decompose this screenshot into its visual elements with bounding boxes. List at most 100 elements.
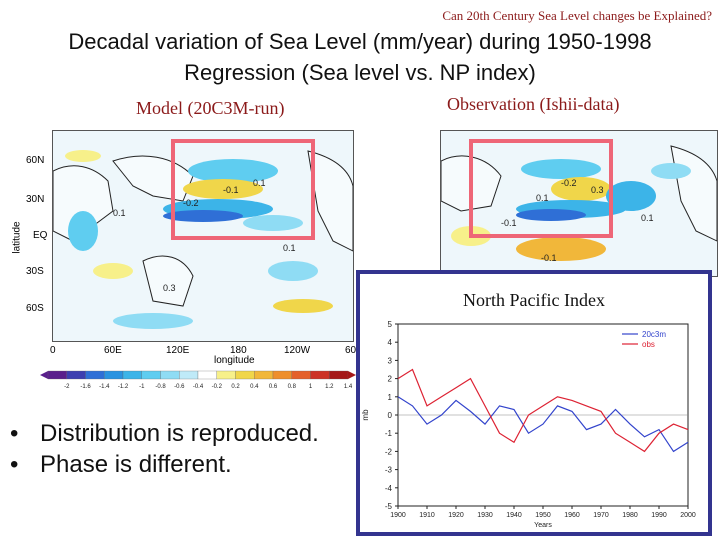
colorbar-tick-label: -0.4 xyxy=(193,384,204,390)
bullet-item: • Distribution is reproduced. xyxy=(10,420,319,447)
lon-tick-120w: 120W xyxy=(284,345,311,356)
colorbar-tick-label: -1.6 xyxy=(80,384,91,390)
model-contour-label: -0.2 xyxy=(183,198,199,208)
npi-x-tick-label: 1940 xyxy=(506,512,522,519)
npi-y-tick-label: -1 xyxy=(385,429,393,438)
npi-x-tick-label: 1900 xyxy=(390,512,406,519)
colorbar-tick-label: 0.4 xyxy=(250,384,259,390)
colorbar-swatch xyxy=(122,370,142,380)
npi-x-tick-label: 1970 xyxy=(593,512,609,519)
colorbar-tick-label: 0.2 xyxy=(231,384,240,390)
latitude-axis-label: latitude xyxy=(11,221,23,254)
npi-y-tick-label: -2 xyxy=(385,447,393,456)
lon-tick-180: 180 xyxy=(230,345,247,356)
colorbar-tick-label: -1 xyxy=(139,384,145,390)
bullet-marker: • xyxy=(10,451,19,478)
running-title: Can 20th Century Sea Level changes be Ex… xyxy=(442,8,712,23)
title-line-2: Regression (Sea level vs. NP index) xyxy=(184,60,536,85)
title-line-1: Decadal variation of Sea Level (mm/year)… xyxy=(68,29,652,54)
lon-tick-60w: 60W xyxy=(345,345,366,356)
colorbar-swatch xyxy=(197,370,217,380)
model-sea-level-map: -0.1 -0.2 0.1 0.1 0.3 0.1 xyxy=(52,130,354,342)
model-contour-label: 0.1 xyxy=(283,243,296,253)
npi-y-tick-label: 1 xyxy=(388,393,393,402)
bullet-item: • Phase is different. xyxy=(10,451,232,478)
bullet-marker: • xyxy=(10,420,19,447)
colorbar-swatch xyxy=(104,370,124,380)
bullet-list: • Distribution is reproduced. • Phase is… xyxy=(10,418,350,480)
colorbar-tick-label: -1.4 xyxy=(99,384,110,390)
obs-contour-label: -0.1 xyxy=(501,218,517,228)
obs-contour-label: 0.3 xyxy=(591,185,604,195)
colorbar-tick-label: 1.4 xyxy=(344,384,353,390)
colorbar-tick-label: -0.2 xyxy=(212,384,223,390)
npi-x-tick-label: 2000 xyxy=(680,512,696,519)
npi-x-tick-label: 1980 xyxy=(622,512,638,519)
lat-tick-60s: 60S xyxy=(26,303,44,314)
colorbar-tick-label: -0.8 xyxy=(155,384,166,390)
colorbar-swatch xyxy=(179,370,199,380)
npi-series-obs xyxy=(397,368,689,453)
model-contour-label: 0.1 xyxy=(113,208,126,218)
npi-y-tick-label: 2 xyxy=(388,375,393,384)
lon-tick-0: 0 xyxy=(50,345,56,356)
model-panel-label: Model (20C3M-run) xyxy=(136,98,285,118)
obs-contour-label: -0.2 xyxy=(561,178,577,188)
obs-contour-label: 0.1 xyxy=(641,213,654,223)
observation-panel-label: Observation (Ishii-data) xyxy=(447,94,620,114)
npi-y-tick-label: -4 xyxy=(385,484,393,493)
lat-tick-60n: 60N xyxy=(26,155,45,166)
longitude-axis-label: longitude xyxy=(214,355,255,366)
north-pacific-index-inset: North Pacific Index 5 4 3 2 1 0 -1 -2 -3 -4 -5 1900… xyxy=(356,270,712,536)
npi-x-tick-label: 1990 xyxy=(651,512,667,519)
colorbar-swatch xyxy=(310,370,330,380)
colorbar-swatch xyxy=(141,370,161,380)
colorbar-swatch xyxy=(235,370,255,380)
colorbar-swatch xyxy=(254,370,274,380)
colorbar-tick-label: 1 xyxy=(309,384,313,390)
npi-y-tick-label: 5 xyxy=(388,320,393,329)
npi-legend-label: 20c3m xyxy=(642,330,666,339)
colorbar-swatch xyxy=(66,370,86,380)
colorbar-swatch xyxy=(47,370,67,380)
colorbar-swatch xyxy=(85,370,105,380)
model-contour-label: 0.1 xyxy=(253,178,266,188)
npi-y-tick-label: -5 xyxy=(385,502,393,511)
npi-x-tick-label: 1930 xyxy=(477,512,493,519)
model-contour-label: -0.1 xyxy=(223,185,239,195)
npi-x-tick-label: 1960 xyxy=(564,512,580,519)
obs-contour-label: 0.1 xyxy=(536,193,549,203)
npi-chart-title: North Pacific Index xyxy=(463,290,605,310)
colorbar-right-arrow xyxy=(348,371,356,379)
colorbar-swatch xyxy=(329,370,349,380)
npi-legend-label: obs xyxy=(642,340,655,349)
colorbar-swatch xyxy=(160,370,180,380)
colorbar-swatch xyxy=(216,370,236,380)
lat-tick-30n: 30N xyxy=(26,194,45,205)
npi-x-tick-label: 1920 xyxy=(448,512,464,519)
npi-x-tick-label: 1950 xyxy=(535,512,551,519)
lat-tick-30s: 30S xyxy=(26,266,44,277)
colorbar-tick-label: -0.6 xyxy=(174,384,185,390)
colorbar-swatch xyxy=(272,370,292,380)
npi-x-tick-label: 1910 xyxy=(419,512,435,519)
npi-y-tick-label: 4 xyxy=(388,338,393,347)
lon-tick-60e: 60E xyxy=(104,345,122,356)
observation-sea-level-map: -0.2 0.3 0.1 -0.1 0.1 -0.1 xyxy=(440,130,718,277)
colorbar-swatch xyxy=(291,370,311,380)
npi-y-tick-label: 3 xyxy=(388,356,393,365)
lon-tick-120e: 120E xyxy=(166,345,190,356)
obs-contour-label: -0.1 xyxy=(541,253,557,263)
colorbar-tick-label: -2 xyxy=(64,384,70,390)
colorbar-tick-label: -1.2 xyxy=(118,384,129,390)
colorbar-left-arrow xyxy=(40,371,48,379)
lat-tick-eq: EQ xyxy=(33,230,48,241)
slide-title: Decadal variation of Sea Level (mm/year)… xyxy=(0,26,720,88)
colorbar-tick-label: 0.6 xyxy=(269,384,278,390)
npi-y-tick-label: -3 xyxy=(385,466,393,475)
colorbar-tick-label: 1.2 xyxy=(325,384,334,390)
model-contour-label: 0.3 xyxy=(163,283,176,293)
npi-x-axis-label: Years xyxy=(534,522,552,529)
npi-series-20c3m xyxy=(397,396,689,453)
